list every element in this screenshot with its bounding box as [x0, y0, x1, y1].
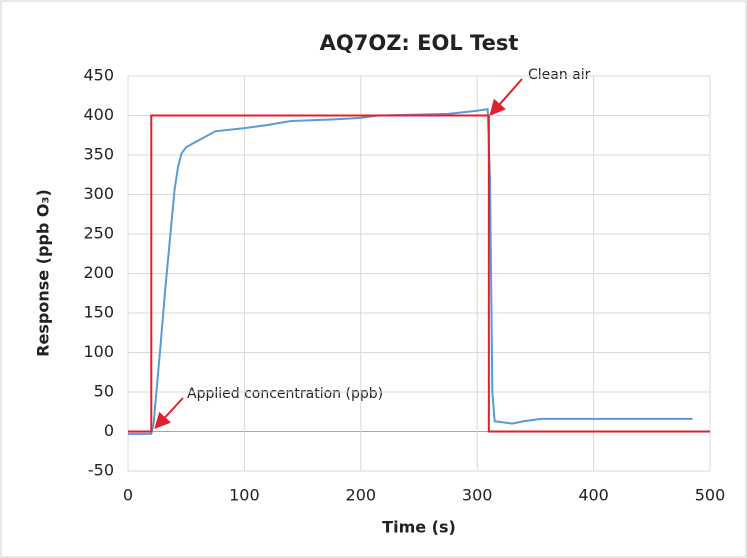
y-tick-label: 450	[83, 66, 114, 85]
data-line	[128, 114, 710, 433]
x-tick-label: 0	[123, 486, 133, 505]
x-axis-label: Time (s)	[382, 518, 456, 537]
annotation: Clean air	[528, 67, 591, 83]
x-tick-label: 300	[462, 486, 493, 505]
x-tick-label: 500	[695, 486, 726, 505]
y-tick-label: 250	[83, 224, 114, 243]
x-tick-label: 100	[229, 486, 260, 505]
data-line	[128, 108, 693, 435]
x-tick-label: 200	[346, 486, 377, 505]
y-tick-label: -50	[88, 461, 114, 480]
y-tick-label: 50	[94, 382, 114, 401]
y-tick-label: 100	[83, 342, 114, 361]
x-tick-label: 400	[578, 486, 609, 505]
y-tick-label: 300	[83, 184, 114, 203]
y-tick-label: 150	[83, 303, 114, 322]
y-tick-label: 350	[83, 145, 114, 164]
y-tick-label: 200	[83, 263, 114, 282]
annotation: Applied concentration (ppb)	[187, 386, 383, 402]
y-tick-label: 400	[83, 105, 114, 124]
y-axis-label: Response (ppb O₃)	[34, 189, 53, 357]
y-tick-label: 0	[104, 421, 114, 440]
annotation-arrow	[154, 397, 184, 429]
annotation-arrow	[489, 78, 523, 116]
chart-title: AQ7OZ: EOL Test	[320, 31, 519, 55]
